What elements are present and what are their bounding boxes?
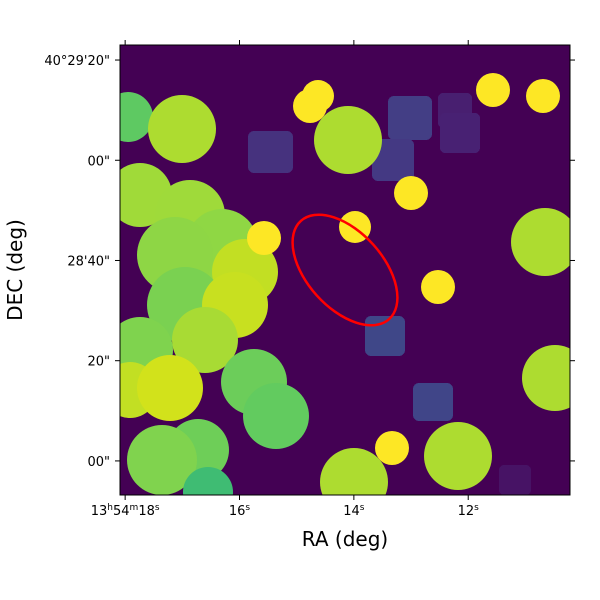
x-tick-label: 13h54m18s xyxy=(91,503,160,519)
frame xyxy=(119,44,571,496)
y-tick-label: 28'40" xyxy=(67,254,110,269)
y-tick-label: 00" xyxy=(87,455,110,470)
y-tick-label: 40°29'20" xyxy=(44,54,110,69)
x-axis-label: RA (deg) xyxy=(302,527,388,551)
region-ellipse xyxy=(291,213,399,327)
y-tick-label: 00" xyxy=(87,154,110,169)
y-axis-label: DEC (deg) xyxy=(3,219,27,321)
x-tick-label: 16s xyxy=(229,503,251,519)
image xyxy=(120,45,570,495)
x-tick-label: 12s xyxy=(458,503,480,519)
y-tick-label: 20" xyxy=(87,355,110,370)
x-tick-label: 14s xyxy=(343,503,365,519)
